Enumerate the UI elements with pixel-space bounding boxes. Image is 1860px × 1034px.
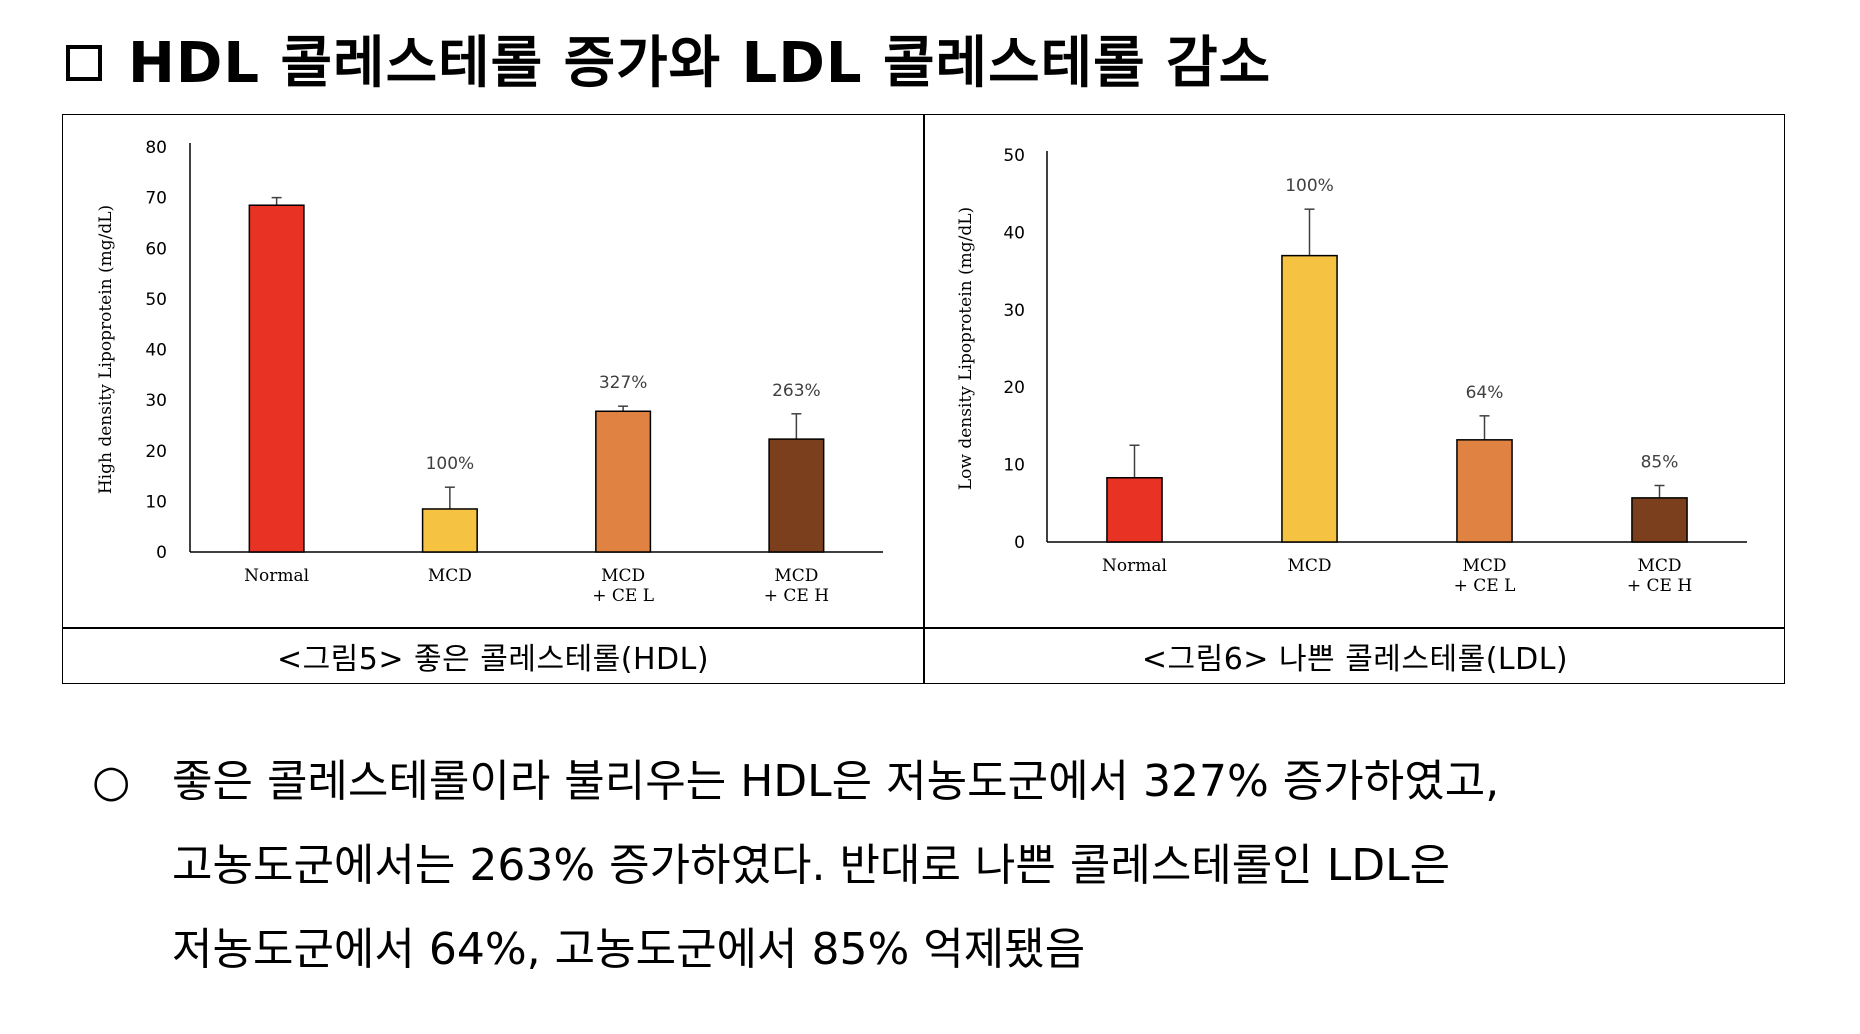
x-tick-label: MCD <box>601 566 645 586</box>
figure5-caption: <그림5> 좋은 콜레스테롤(HDL) <box>276 642 710 677</box>
y-tick-label: 20 <box>1003 378 1025 398</box>
hdl-chart: 0 10 20 30 40 50 60 70 80 High density Lipoprotei… <box>96 138 883 606</box>
y-tick-label: 40 <box>1003 223 1025 243</box>
x-tick-label: Normal <box>1102 556 1167 576</box>
y-tick-label: 0 <box>156 543 167 563</box>
y-tick-label: 20 <box>145 442 167 462</box>
summary-line-1-text: 좋은 콜레스테롤이라 불리우는 HDL은 저농도군에서 327% 증가하였고, <box>172 756 1500 807</box>
y-axis-title: Low density Lipoprotein (mg/dL) <box>956 207 976 490</box>
hdl-chart-panel: 0 10 20 30 40 50 60 70 80 High density Lipoprotei… <box>63 115 923 627</box>
x-tick-label: Normal <box>244 566 309 586</box>
y-tick-label: 50 <box>145 290 167 310</box>
y-tick-label: 10 <box>145 492 167 512</box>
x-tick-label: MCD <box>1462 556 1506 576</box>
y-axis-title: High density Lipoprotein (mg/dL) <box>96 205 116 494</box>
x-tick-label: + CE L <box>592 586 654 606</box>
heading-text: HDL 콜레스테롤 증가와 LDL 콜레스테롤 감소 <box>128 31 1272 96</box>
y-tick-label: 0 <box>1014 533 1025 553</box>
summary-line-2: 고농도군에서는 263% 증가하였다. 반대로 나쁜 콜레스테롤인 LDL은 <box>172 840 1451 891</box>
figure-table: 0 10 20 30 40 50 60 70 80 High density Lipoprotei… <box>62 114 1785 684</box>
y-tick-label: 30 <box>145 391 167 411</box>
y-tick-label: 60 <box>145 239 167 259</box>
checkbox-square-icon <box>66 44 102 81</box>
summary-line-1: ○ 좋은 콜레스테롤이라 불리우는 HDL은 저농도군에서 327% 증가하였고, <box>92 740 1832 824</box>
y-tick-label: 70 <box>145 189 167 209</box>
x-tick-label: MCD <box>1637 556 1681 576</box>
data-label: 263% <box>772 381 821 401</box>
x-tick-label: + CE L <box>1454 576 1516 596</box>
figure6-caption: <그림6> 나쁜 콜레스테롤(LDL) <box>1141 642 1569 677</box>
y-tick-label: 30 <box>1003 301 1025 321</box>
circle-bullet-icon: ○ <box>92 756 131 807</box>
bar <box>595 410 652 553</box>
bar <box>1631 497 1688 543</box>
table-divider-vertical <box>923 115 925 683</box>
data-label: 327% <box>599 373 648 393</box>
bar <box>768 438 825 553</box>
ldl-chart-panel: 0 10 20 30 40 50 Low density Lipoprotein (mg/d… <box>925 115 1785 627</box>
ldl-chart: 0 10 20 30 40 50 Low density Lipoprotein (mg/d… <box>956 146 1747 596</box>
y-tick-label: 40 <box>145 341 167 361</box>
y-tick-label: 50 <box>1003 146 1025 166</box>
data-label: 85% <box>1641 452 1679 472</box>
x-tick-label: MCD <box>428 566 472 586</box>
bar <box>1281 254 1338 543</box>
data-label: 100% <box>1285 176 1334 196</box>
x-tick-label: + CE H <box>1627 576 1692 596</box>
summary-paragraph: ○ 좋은 콜레스테롤이라 불리우는 HDL은 저농도군에서 327% 증가하였고,… <box>92 740 1832 992</box>
bar <box>248 204 305 553</box>
x-tick-label: MCD <box>1287 556 1331 576</box>
bar <box>1456 439 1513 543</box>
bar <box>1106 477 1163 543</box>
x-tick-label: MCD <box>774 566 818 586</box>
x-tick-label: + CE H <box>764 586 829 606</box>
data-label: 100% <box>426 454 475 474</box>
bar <box>421 508 478 553</box>
summary-line-3: 저농도군에서 64%, 고농도군에서 85% 억제됐음 <box>172 924 1086 975</box>
y-tick-label: 10 <box>1003 456 1025 476</box>
y-tick-label: 80 <box>145 138 167 158</box>
data-label: 64% <box>1466 383 1504 403</box>
table-divider-horizontal <box>63 627 1784 629</box>
page-heading: HDL 콜레스테롤 증가와 LDL 콜레스테롤 감소 <box>66 18 1271 99</box>
